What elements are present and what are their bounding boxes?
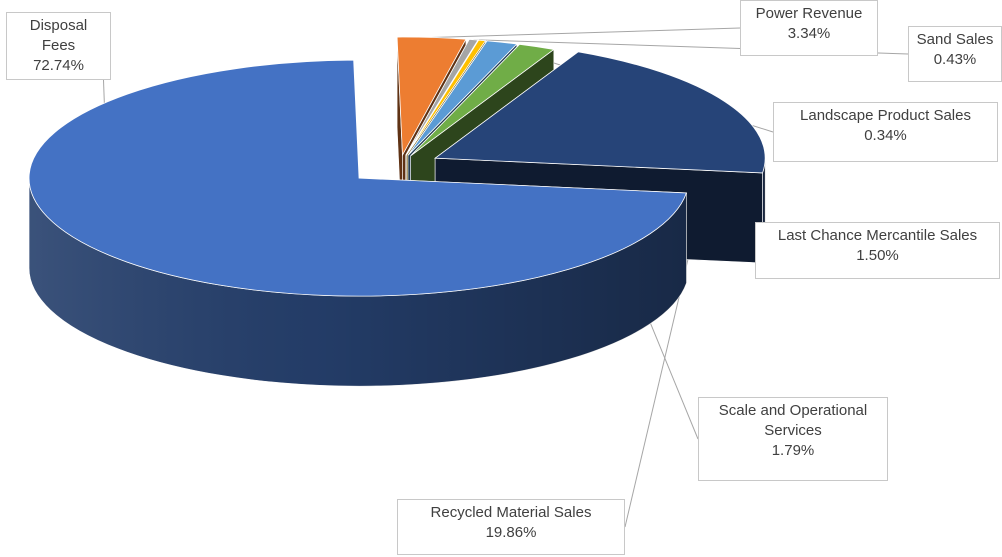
data-label-landscape-product-sales: Landscape Product Sales 0.34% bbox=[773, 102, 998, 162]
data-label-name: Disposal Fees bbox=[29, 17, 88, 54]
slice-tops bbox=[28, 36, 766, 297]
data-label-last-chance-mercantile-sales: Last Chance Mercantile Sales 1.50% bbox=[755, 222, 1000, 279]
data-label-name: Sand Sales bbox=[916, 31, 994, 48]
slice-top-disposal-fees bbox=[28, 59, 688, 297]
data-label-value: 0.34% bbox=[864, 127, 907, 144]
data-label-value: 72.74% bbox=[33, 57, 84, 74]
data-label-name: Scale and Operational bbox=[718, 402, 868, 419]
data-label-name: Recycled Material Sales bbox=[430, 504, 592, 521]
data-label-value: 1.79% bbox=[771, 442, 815, 459]
data-label-disposal-fees: Disposal Fees 72.74% bbox=[6, 12, 111, 80]
slice-top-recycled-material-sales bbox=[433, 51, 766, 174]
data-label-name: Power Revenue bbox=[755, 5, 863, 22]
data-label-scale-and-operational-services: Scale and Operational Services 1.79% bbox=[698, 397, 888, 481]
data-label-sand-sales: Sand Sales 0.43% bbox=[908, 26, 1002, 82]
data-label-recycled-material-sales: Recycled Material Sales 19.86% bbox=[397, 499, 625, 555]
data-label-name: Landscape Product Sales bbox=[800, 107, 971, 124]
data-label-value: 0.43% bbox=[933, 51, 977, 68]
slice-side-shade-disposal-fees bbox=[29, 178, 687, 387]
data-label-name: Last Chance Mercantile Sales bbox=[777, 227, 978, 244]
slice-top-sand-sales bbox=[405, 38, 479, 156]
data-label-name: Services bbox=[764, 422, 822, 439]
slice-top-last-chance-mercantile-sales bbox=[407, 40, 518, 156]
data-label-value: 3.34% bbox=[787, 25, 831, 42]
data-label-value: 1.50% bbox=[856, 247, 899, 264]
slice-top-scale-and-operational-services bbox=[410, 43, 555, 157]
slice-top-landscape-product-sales bbox=[406, 39, 487, 156]
slice-top-power-revenue bbox=[396, 36, 467, 157]
data-label-power-revenue: Power Revenue 3.34% bbox=[740, 0, 878, 56]
leader-line-power-revenue bbox=[431, 27, 741, 38]
data-label-value: 19.86% bbox=[485, 524, 537, 541]
